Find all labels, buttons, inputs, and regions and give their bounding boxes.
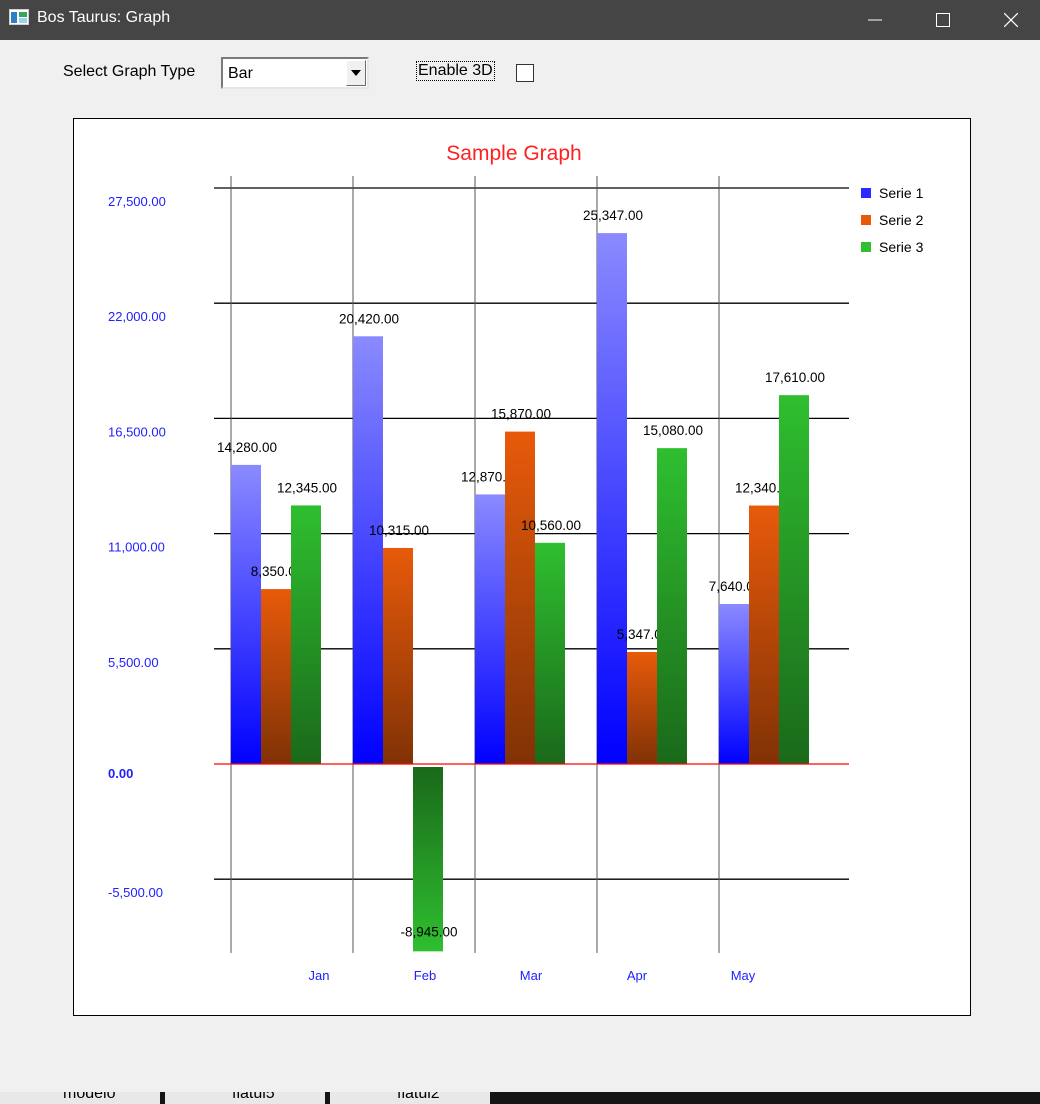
data-label: 17,610.00	[765, 370, 825, 385]
x-tick-label: May	[731, 968, 756, 983]
bar	[291, 505, 321, 764]
x-tick-label: Mar	[520, 968, 543, 983]
bar	[505, 431, 535, 764]
taskbar-item-label: modelo	[63, 1092, 116, 1102]
bar	[261, 589, 291, 764]
minimize-button[interactable]	[840, 0, 910, 40]
data-label: 14,280.00	[217, 440, 277, 455]
close-icon	[1004, 13, 1018, 27]
legend-label: Serie 2	[879, 212, 924, 228]
y-tick-label: 27,500.00	[108, 194, 166, 209]
minimize-icon	[868, 19, 882, 21]
y-tick-label: 0.00	[108, 766, 133, 781]
maximize-icon	[936, 13, 950, 27]
graph-type-select[interactable]: Bar	[221, 57, 369, 89]
data-label: 15,080.00	[643, 423, 703, 438]
bar	[657, 448, 687, 764]
data-label: -8,945.00	[400, 924, 457, 939]
title-bar: Bos Taurus: Graph	[0, 0, 1040, 40]
bar	[719, 603, 749, 764]
y-tick-label: 5,500.00	[108, 655, 159, 670]
legend-swatch	[861, 242, 871, 252]
bar	[413, 767, 443, 952]
enable-3d-label[interactable]: Enable 3D	[416, 61, 495, 81]
taskbar-item-label: flatui5	[232, 1092, 275, 1102]
graph-type-label: Select Graph Type	[63, 63, 196, 80]
enable-3d-checkbox[interactable]	[516, 64, 534, 82]
data-label: 5,347.00	[617, 627, 670, 642]
taskbar-item[interactable]: flatui2	[330, 1092, 490, 1104]
y-tick-label: 16,500.00	[108, 424, 166, 439]
y-tick-label: 22,000.00	[108, 309, 166, 324]
x-tick-label: Jan	[309, 968, 330, 983]
data-label: 10,560.00	[521, 518, 581, 533]
data-label: 8,350.00	[251, 564, 304, 579]
x-tick-label: Apr	[627, 968, 648, 983]
graph-type-value: Bar	[228, 65, 253, 82]
bar	[535, 542, 565, 764]
legend-label: Serie 3	[879, 239, 924, 255]
legend-swatch	[861, 188, 871, 198]
bar	[627, 652, 657, 764]
taskbar-item[interactable]: flatui5	[165, 1092, 325, 1104]
app-icon	[9, 9, 29, 25]
dropdown-arrow-icon	[351, 70, 361, 76]
chart-panel: Sample Graph 27,500.00 -5,500.00 0.00 5,500.…	[73, 118, 971, 1016]
bar	[353, 336, 383, 764]
data-label: 25,347.00	[583, 208, 643, 223]
legend-label: Serie 1	[879, 185, 924, 201]
bar	[475, 494, 505, 764]
bar	[597, 233, 627, 764]
taskbar-item-label: flatui2	[397, 1092, 440, 1102]
maximize-button[interactable]	[908, 0, 978, 40]
y-tick-label: -5,500.00	[108, 885, 163, 900]
bar	[779, 395, 809, 764]
data-label: 15,870.00	[491, 407, 551, 422]
bar	[749, 505, 779, 764]
data-label: 10,315.00	[369, 523, 429, 538]
taskbar-item[interactable]: modelo	[0, 1092, 160, 1104]
taskbar: modelo flatui5 flatui2	[0, 1092, 1040, 1104]
close-button[interactable]	[976, 0, 1040, 40]
graph-type-dropdown-button[interactable]	[346, 60, 366, 86]
legend-swatch	[861, 215, 871, 225]
window-title: Bos Taurus: Graph	[37, 9, 171, 26]
bar	[231, 464, 261, 764]
data-label: 7,640.00	[709, 579, 762, 594]
chart-title: Sample Graph	[446, 142, 581, 165]
bar-chart: Sample Graph 27,500.00 -5,500.00 0.00 5,500.…	[108, 142, 924, 983]
y-tick-label: 11,000.00	[108, 540, 165, 555]
data-label: 12,345.00	[277, 480, 337, 495]
bar	[383, 547, 413, 764]
data-label: 20,420.00	[339, 311, 399, 326]
x-tick-label: Feb	[414, 968, 436, 983]
